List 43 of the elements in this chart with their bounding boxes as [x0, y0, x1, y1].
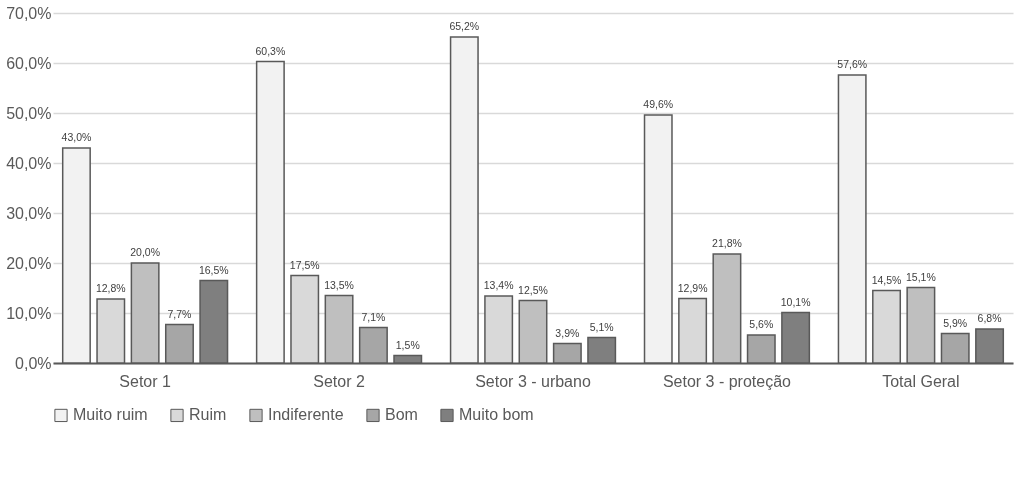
data-label: 57,6% — [837, 58, 868, 70]
x-tick-label: Setor 3 - proteção — [662, 372, 792, 390]
y-tick-label: 0,0% — [15, 354, 52, 372]
y-tick-label: 30,0% — [6, 204, 52, 222]
data-label: 7,1% — [361, 310, 386, 323]
data-label: 15,1% — [905, 270, 936, 283]
data-label: 7,7% — [167, 307, 192, 320]
data-label: 3,9% — [555, 326, 580, 339]
data-label: 65,2% — [449, 20, 480, 32]
data-label: 60,3% — [255, 44, 286, 57]
legend-label: Muito bom — [459, 406, 534, 424]
data-label: 12,8% — [95, 282, 126, 294]
data-label: 43,0% — [61, 131, 92, 143]
y-tick-label: 70,0% — [6, 4, 52, 22]
data-label: 13,5% — [324, 278, 354, 291]
data-label: 21,8% — [712, 237, 742, 249]
data-label: 49,6% — [643, 98, 674, 110]
legend-label: Ruim — [189, 406, 227, 424]
x-tick-label: Setor 2 — [313, 372, 365, 390]
y-tick-label: 10,0% — [6, 304, 52, 322]
data-label: 6,8% — [977, 312, 1002, 324]
data-label: 13,4% — [483, 279, 514, 291]
data-label: 1,5% — [395, 338, 420, 351]
y-tick-label: 60,0% — [6, 54, 52, 72]
data-label: 5,9% — [943, 316, 968, 329]
y-tick-label: 20,0% — [6, 254, 52, 272]
data-label: 17,5% — [289, 258, 320, 271]
data-label: 14,5% — [871, 273, 902, 286]
x-tick-label: Setor 1 — [119, 372, 172, 390]
legend-label: Muito ruim — [73, 406, 148, 424]
x-tick-label: Total Geral — [882, 372, 960, 390]
y-tick-label: 50,0% — [6, 104, 52, 122]
data-label: 5,1% — [589, 320, 614, 333]
data-label: 12,5% — [518, 283, 548, 296]
legend-label: Bom — [385, 406, 418, 424]
legend-label: Indiferente — [268, 406, 344, 424]
data-label: 12,9% — [677, 281, 708, 294]
data-label: 10,1% — [780, 295, 811, 308]
data-label: 16,5% — [198, 263, 229, 276]
y-tick-label: 40,0% — [6, 154, 52, 172]
data-label: 5,6% — [749, 318, 774, 330]
data-label: 20,0% — [130, 246, 161, 258]
x-tick-label: Setor 3 - urbano — [475, 372, 591, 390]
